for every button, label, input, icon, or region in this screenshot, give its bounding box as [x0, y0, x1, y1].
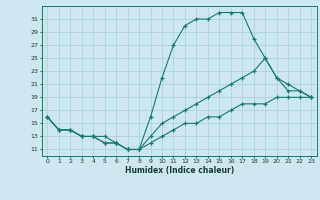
X-axis label: Humidex (Indice chaleur): Humidex (Indice chaleur) — [124, 166, 234, 175]
